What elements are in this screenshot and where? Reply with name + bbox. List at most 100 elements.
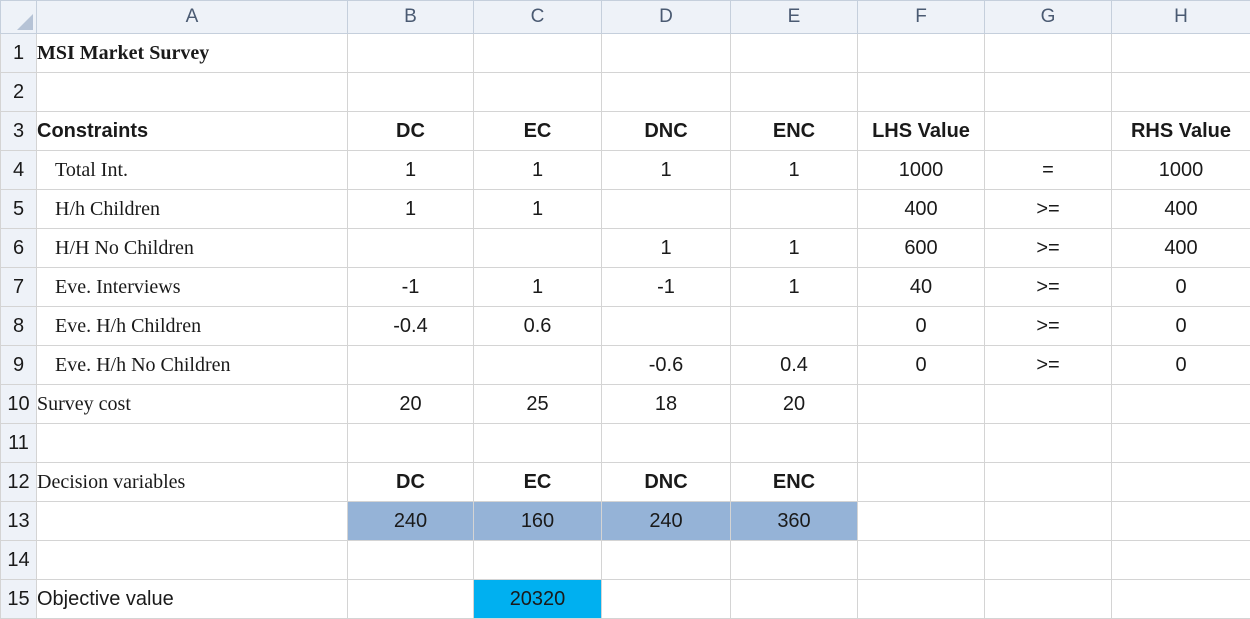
column-header-d[interactable]: D xyxy=(602,1,731,34)
column-header-e[interactable]: E xyxy=(731,1,858,34)
cell[interactable] xyxy=(1112,541,1250,580)
dc-variable-header-cell[interactable]: DC xyxy=(348,463,474,502)
cell[interactable] xyxy=(985,502,1112,541)
constraint-name-cell[interactable]: Eve. H/h Children xyxy=(37,307,348,346)
rhs-value-cell[interactable]: 0 xyxy=(1112,307,1250,346)
operator-cell[interactable]: >= xyxy=(985,229,1112,268)
column-header-f[interactable]: F xyxy=(858,1,985,34)
cell[interactable] xyxy=(602,34,731,73)
cost-cell[interactable]: 20 xyxy=(731,385,858,424)
cell[interactable] xyxy=(348,73,474,112)
row-header[interactable]: 15 xyxy=(1,580,37,619)
row-header[interactable]: 10 xyxy=(1,385,37,424)
rhs-value-cell[interactable]: 400 xyxy=(1112,229,1250,268)
cell[interactable]: 1 xyxy=(474,190,602,229)
cell[interactable] xyxy=(474,73,602,112)
cell[interactable] xyxy=(37,424,348,463)
cell[interactable] xyxy=(474,229,602,268)
cell[interactable]: 1 xyxy=(731,268,858,307)
cell[interactable] xyxy=(1112,34,1250,73)
row-header[interactable]: 5 xyxy=(1,190,37,229)
cell[interactable] xyxy=(985,112,1112,151)
row-header[interactable]: 7 xyxy=(1,268,37,307)
cell[interactable] xyxy=(731,541,858,580)
lhs-value-cell[interactable]: 0 xyxy=(858,307,985,346)
operator-cell[interactable]: >= xyxy=(985,346,1112,385)
column-header-b[interactable]: B xyxy=(348,1,474,34)
cell[interactable] xyxy=(37,541,348,580)
cell[interactable] xyxy=(858,385,985,424)
cell[interactable] xyxy=(602,580,731,619)
cell[interactable] xyxy=(348,541,474,580)
cell[interactable] xyxy=(474,34,602,73)
cell[interactable] xyxy=(731,307,858,346)
cell[interactable]: 1 xyxy=(602,229,731,268)
cell[interactable] xyxy=(37,502,348,541)
objective-value-cell[interactable]: 20320 xyxy=(474,580,602,619)
cell[interactable] xyxy=(1112,73,1250,112)
cell[interactable]: -0.4 xyxy=(348,307,474,346)
enc-header-cell[interactable]: ENC xyxy=(731,112,858,151)
cell[interactable]: 1 xyxy=(474,268,602,307)
constraint-name-cell[interactable]: Eve. Interviews xyxy=(37,268,348,307)
cell[interactable] xyxy=(731,34,858,73)
cell[interactable] xyxy=(348,34,474,73)
row-header[interactable]: 13 xyxy=(1,502,37,541)
cell[interactable] xyxy=(348,229,474,268)
cell[interactable] xyxy=(602,307,731,346)
row-header[interactable]: 14 xyxy=(1,541,37,580)
dc-header-cell[interactable]: DC xyxy=(348,112,474,151)
row-header[interactable]: 3 xyxy=(1,112,37,151)
rhs-value-cell[interactable]: 0 xyxy=(1112,346,1250,385)
rhs-value-cell[interactable]: 400 xyxy=(1112,190,1250,229)
cell[interactable] xyxy=(858,424,985,463)
constraint-name-cell[interactable]: H/h Children xyxy=(37,190,348,229)
cell[interactable] xyxy=(858,580,985,619)
cost-cell[interactable]: 18 xyxy=(602,385,731,424)
cell[interactable] xyxy=(348,424,474,463)
ec-header-cell[interactable]: EC xyxy=(474,112,602,151)
select-all-corner[interactable] xyxy=(1,1,37,34)
row-header[interactable]: 8 xyxy=(1,307,37,346)
lhs-value-cell[interactable]: 400 xyxy=(858,190,985,229)
decision-variables-label-cell[interactable]: Decision variables xyxy=(37,463,348,502)
cell[interactable] xyxy=(348,580,474,619)
cost-cell[interactable]: 25 xyxy=(474,385,602,424)
constraint-name-cell[interactable]: Total Int. xyxy=(37,151,348,190)
lhs-value-cell[interactable]: 0 xyxy=(858,346,985,385)
cell[interactable]: 1 xyxy=(731,151,858,190)
cell[interactable] xyxy=(474,541,602,580)
lhs-value-cell[interactable]: 1000 xyxy=(858,151,985,190)
cell[interactable] xyxy=(474,346,602,385)
ec-value-cell[interactable]: 160 xyxy=(474,502,602,541)
operator-cell[interactable]: = xyxy=(985,151,1112,190)
enc-variable-header-cell[interactable]: ENC xyxy=(731,463,858,502)
lhs-value-cell[interactable]: 40 xyxy=(858,268,985,307)
dnc-variable-header-cell[interactable]: DNC xyxy=(602,463,731,502)
constraint-name-cell[interactable]: H/H No Children xyxy=(37,229,348,268)
constraint-name-cell[interactable]: Eve. H/h No Children xyxy=(37,346,348,385)
cell[interactable] xyxy=(348,346,474,385)
row-header[interactable]: 4 xyxy=(1,151,37,190)
operator-cell[interactable]: >= xyxy=(985,307,1112,346)
cell[interactable] xyxy=(1112,463,1250,502)
cell[interactable] xyxy=(985,73,1112,112)
row-header[interactable]: 6 xyxy=(1,229,37,268)
operator-cell[interactable]: >= xyxy=(985,190,1112,229)
cell[interactable] xyxy=(858,34,985,73)
cell[interactable]: 1 xyxy=(348,190,474,229)
cell[interactable] xyxy=(731,580,858,619)
cell[interactable] xyxy=(1112,424,1250,463)
row-header[interactable]: 12 xyxy=(1,463,37,502)
rhs-value-cell[interactable]: 1000 xyxy=(1112,151,1250,190)
cell[interactable]: 1 xyxy=(348,151,474,190)
survey-cost-label-cell[interactable]: Survey cost xyxy=(37,385,348,424)
cell[interactable] xyxy=(602,541,731,580)
cell[interactable]: -1 xyxy=(348,268,474,307)
lhs-value-cell[interactable]: 600 xyxy=(858,229,985,268)
rhs-value-cell[interactable]: 0 xyxy=(1112,268,1250,307)
cell[interactable] xyxy=(1112,580,1250,619)
cell[interactable]: 1 xyxy=(474,151,602,190)
column-header-g[interactable]: G xyxy=(985,1,1112,34)
dnc-header-cell[interactable]: DNC xyxy=(602,112,731,151)
